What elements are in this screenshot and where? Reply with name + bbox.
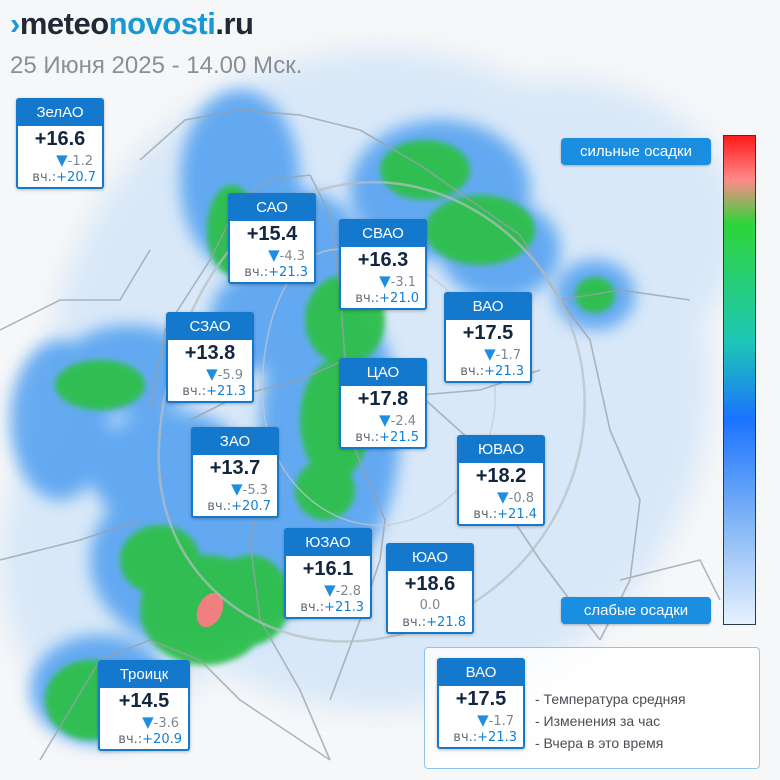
district-card-vao: ВАО +17.5 ▼-1.7 вч.:+21.3	[444, 292, 532, 383]
district-card-yuvao: ЮВАО +18.2 ▼-0.8 вч.:+21.4	[457, 435, 545, 526]
district-card-zelao: ЗелАО +16.6 ▼-1.2 вч.:+20.7	[16, 98, 104, 189]
district-yesterday: вч.:+21.3	[300, 600, 364, 615]
down-triangle-icon: ▼	[379, 411, 391, 429]
brand-logo: ›meteonovosti.ru	[10, 6, 254, 41]
down-triangle-icon: ▼	[477, 711, 489, 729]
district-temperature: +15.4	[246, 223, 298, 245]
district-yesterday: вч.:+20.7	[32, 170, 96, 185]
district-temperature: +17.5	[455, 688, 507, 710]
down-triangle-icon: ▼	[497, 488, 509, 506]
district-name: СВАО	[341, 221, 425, 247]
down-triangle-icon: ▼	[379, 272, 391, 290]
district-name: ЦАО	[341, 360, 425, 386]
district-name: САО	[230, 195, 314, 221]
scale-bottom-label: слабые осадки	[561, 597, 711, 624]
district-yesterday: вч.:+21.5	[355, 430, 419, 445]
district-temperature: +16.6	[34, 128, 86, 150]
district-name: ЮЗАО	[286, 530, 370, 556]
district-temperature: +17.5	[462, 322, 514, 344]
district-yesterday: вч.:+20.7	[207, 499, 271, 514]
district-card-szao: СЗАО +13.8 ▼-5.9 вч.:+21.3	[166, 312, 254, 403]
district-yesterday: вч.:+21.3	[182, 384, 246, 399]
district-yesterday: вч.:+21.3	[460, 364, 524, 379]
district-hourly-change: ▼-1.2	[56, 151, 93, 170]
district-card-yuzao: ЮЗАО +16.1 ▼-2.8 вч.:+21.3	[284, 528, 372, 619]
district-name: Троицк	[100, 662, 188, 688]
district-yesterday: вч.:+20.9	[118, 732, 182, 747]
down-triangle-icon: ▼	[484, 345, 496, 363]
legend-item-temperature: - Температура средняя	[535, 691, 686, 707]
district-temperature: +14.5	[118, 690, 170, 712]
heavy-rain-area	[196, 592, 224, 628]
district-hourly-change: ▼-1.7	[477, 711, 514, 730]
date-time-subtitle: 25 Июня 2025 - 14.00 Мск.	[10, 52, 303, 79]
district-name: ВАО	[439, 660, 523, 686]
district-hourly-change: ▼-3.1	[379, 272, 416, 291]
district-card-cao: ЦАО +17.8 ▼-2.4 вч.:+21.5	[339, 358, 427, 449]
district-card-sao: САО +15.4 ▼-4.3 вч.:+21.3	[228, 193, 316, 284]
district-name: ЗелАО	[18, 100, 102, 126]
precipitation-scale-bar	[723, 135, 756, 625]
down-triangle-icon: ▼	[324, 581, 336, 599]
logo-chevron-icon: ›	[10, 6, 20, 41]
district-name: ЮАО	[388, 545, 472, 571]
district-temperature: +18.6	[404, 573, 456, 595]
district-hourly-change: ▼-5.9	[206, 365, 243, 384]
district-hourly-change: ▼-2.8	[324, 581, 361, 600]
district-hourly-change: 0.0	[419, 598, 441, 613]
district-hourly-change: ▼-2.4	[379, 411, 416, 430]
district-hourly-change: ▼-1.7	[484, 345, 521, 364]
district-hourly-change: ▼-4.3	[268, 246, 305, 265]
district-yesterday: вч.:+21.0	[355, 291, 419, 306]
district-card-troitsk: Троицк +14.5 ▼-3.6 вч.:+20.9	[98, 660, 190, 751]
legend-panel: ВАО +17.5 ▼-1.7 вч.:+21.3 - Температура …	[424, 647, 760, 769]
district-name: ЗАО	[193, 429, 277, 455]
district-hourly-change: ▼-0.8	[497, 488, 534, 507]
down-triangle-icon: ▼	[206, 365, 218, 383]
district-card-yuao: ЮАО +18.6 0.0 вч.:+21.8	[386, 543, 474, 634]
scale-top-label: сильные осадки	[561, 138, 711, 165]
district-hourly-change: ▼-3.6	[142, 713, 179, 732]
down-triangle-icon: ▼	[56, 151, 68, 169]
district-yesterday: вч.:+21.3	[244, 265, 308, 280]
district-card-svao: СВАО +16.3 ▼-3.1 вч.:+21.0	[339, 219, 427, 310]
legend-item-hourly-change: - Изменения за час	[535, 713, 661, 729]
district-card-zao: ЗАО +13.7 ▼-5.3 вч.:+20.7	[191, 427, 279, 518]
district-name: ЮВАО	[459, 437, 543, 463]
legend-item-yesterday: - Вчера в это время	[535, 735, 664, 751]
district-temperature: +16.3	[357, 249, 409, 271]
district-temperature: +13.7	[209, 457, 261, 479]
down-triangle-icon: ▼	[142, 713, 154, 731]
district-temperature: +18.2	[475, 465, 527, 487]
legend-descriptions: - Температура средняя - Изменения за час…	[535, 688, 686, 754]
district-name: ВАО	[446, 294, 530, 320]
down-triangle-icon: ▼	[231, 480, 243, 498]
legend-example-card: ВАО +17.5 ▼-1.7 вч.:+21.3	[437, 658, 525, 749]
district-temperature: +17.8	[357, 388, 409, 410]
district-hourly-change: ▼-5.3	[231, 480, 268, 499]
district-yesterday: вч.:+21.3	[453, 730, 517, 745]
district-temperature: +13.8	[184, 342, 236, 364]
down-triangle-icon: ▼	[268, 246, 280, 264]
district-yesterday: вч.:+21.8	[402, 615, 466, 630]
district-yesterday: вч.:+21.4	[473, 507, 537, 522]
district-temperature: +16.1	[302, 558, 354, 580]
district-name: СЗАО	[168, 314, 252, 340]
